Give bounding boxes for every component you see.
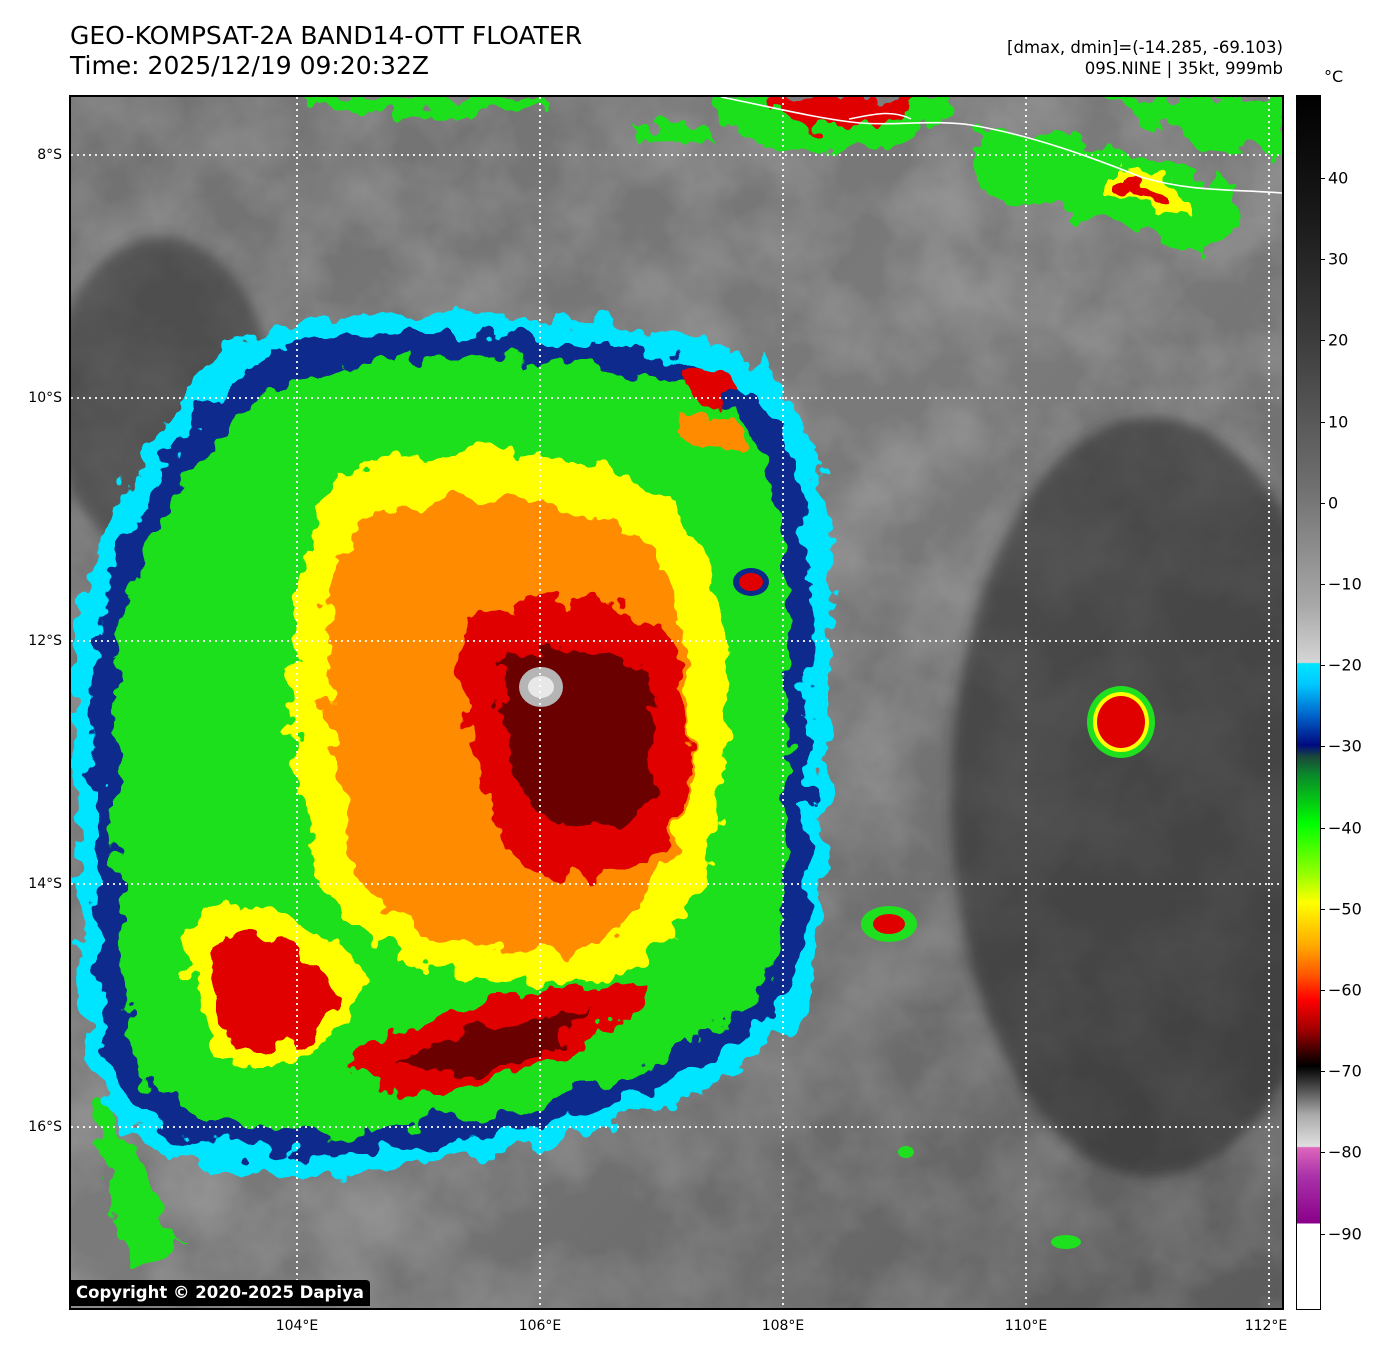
colorbar-tick-mark [1320, 1233, 1325, 1235]
colorbar-tick-label: −60 [1328, 980, 1362, 1000]
colorbar-tick-mark [1320, 990, 1325, 991]
colorbar-tick-mark [1320, 178, 1325, 179]
copyright-badge: Copyright © 2020-2025 Dapiya [70, 1280, 370, 1306]
lon-label-110e: 110°E [1004, 1318, 1048, 1334]
colorbar [1296, 95, 1321, 1310]
coastline [720, 97, 1282, 194]
colorbar-tick-mark [1320, 746, 1325, 748]
graticule [71, 97, 1282, 1308]
java-convection [301, 97, 1282, 249]
colorbar-tick-mark [1320, 340, 1325, 342]
lon-label-112e: 112°E [1244, 1318, 1288, 1334]
data-range-info: [dmax, dmin]=(-14.285, -69.103) [1007, 38, 1283, 57]
colorbar-tick-label: 30 [1328, 249, 1349, 269]
colorbar-unit: °C [1324, 67, 1344, 86]
lon-label-104e: 104°E [275, 1318, 319, 1334]
satellite-map[interactable] [69, 95, 1284, 1310]
colorbar-tick-mark [1320, 827, 1325, 829]
product-title: GEO-KOMPSAT-2A BAND14-OTT FLOATER [70, 21, 583, 50]
colorbar-tick-label: −50 [1328, 899, 1362, 919]
colorbar-tick-mark [1320, 1071, 1325, 1073]
storm-info: 09S.NINE | 35kt, 999mb [1084, 59, 1283, 78]
colorbar-tick-label: 40 [1328, 168, 1349, 188]
colorbar-tick-label: 10 [1328, 412, 1349, 432]
lat-label-10s: 10°S [28, 390, 62, 406]
colorbar-tick-mark [1320, 665, 1325, 667]
storm-cloud-shield [71, 312, 835, 1267]
colorbar-tick-mark [1320, 259, 1325, 261]
lon-label-108e: 108°E [761, 1318, 805, 1334]
lat-label-16s: 16°S [28, 1119, 62, 1135]
colorbar-tick-label: 0 [1328, 493, 1339, 513]
lat-label-14s: 14°S [28, 876, 62, 892]
satellite-image [71, 97, 1282, 1308]
observation-time: Time: 2025/12/19 09:20:32Z [70, 51, 429, 80]
colorbar-tick-label: −80 [1328, 1142, 1362, 1162]
colorbar-tick-label: −20 [1328, 655, 1362, 675]
lat-label-8s: 8°S [37, 147, 62, 163]
isolated-convective-cell [1087, 686, 1155, 758]
colorbar-tick-label: −10 [1328, 574, 1362, 594]
colorbar-tick-label: −40 [1328, 818, 1362, 838]
lat-label-12s: 12°S [28, 633, 62, 649]
lon-label-106e: 106°E [518, 1318, 562, 1334]
colorbar-tick-mark [1320, 1152, 1325, 1154]
colorbar-tick-label: −30 [1328, 736, 1362, 756]
colorbar-tick-label: 20 [1328, 330, 1349, 350]
colorbar-tick-label: −90 [1328, 1224, 1362, 1244]
colorbar-tick-label: −70 [1328, 1061, 1362, 1081]
colorbar-tick-mark [1320, 908, 1325, 910]
colorbar-tick-mark [1320, 502, 1325, 504]
colorbar-tick-mark [1320, 584, 1325, 585]
colorbar-tick-mark [1320, 421, 1325, 423]
